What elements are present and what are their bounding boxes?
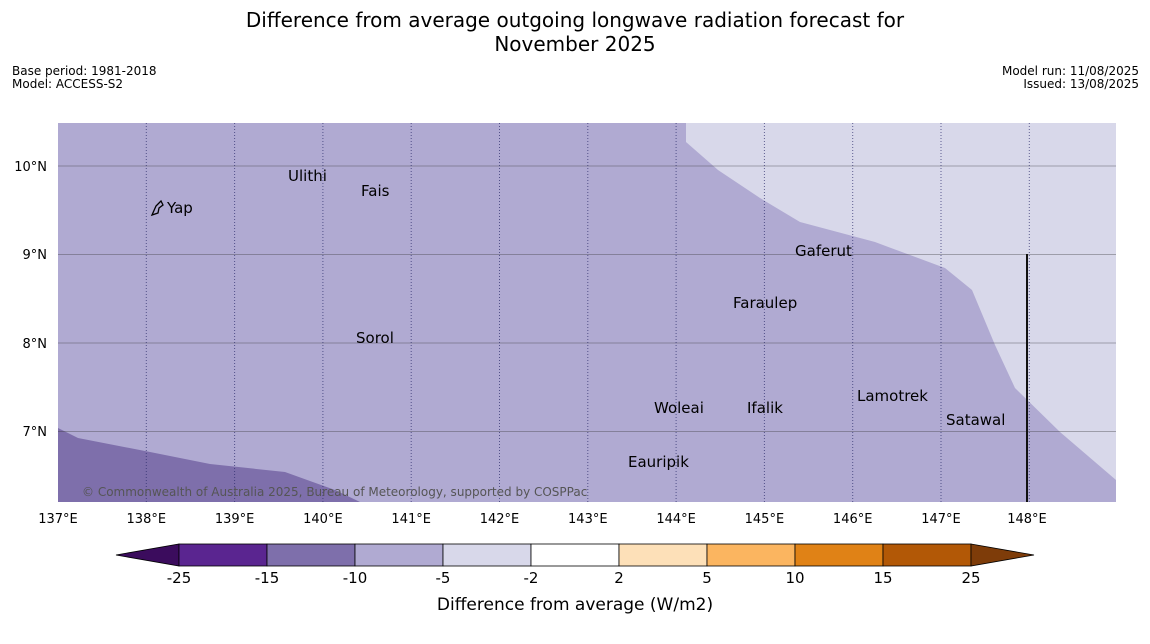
- map-title-line2: November 2025: [494, 32, 656, 56]
- colorbar-segment: [706, 543, 796, 567]
- lat-tick: 7°N: [23, 425, 48, 440]
- place-label: Fais: [361, 182, 390, 200]
- colorbar-tick: -25: [167, 569, 192, 587]
- colorbar-ticks: -25 -15 -10 -5 -2 2 5 10 15 25: [167, 569, 981, 587]
- colorbar-tick: -15: [255, 569, 280, 587]
- lon-tick: 139°E: [215, 512, 255, 527]
- colorbar-segment: [354, 543, 444, 567]
- colorbar-tick: 15: [873, 569, 892, 587]
- lon-tick: 145°E: [745, 512, 785, 527]
- lon-tick: 137°E: [38, 512, 78, 527]
- lon-tick: 138°E: [127, 512, 167, 527]
- lat-tick: 9°N: [23, 248, 48, 263]
- model-run: Model run: 11/08/2025: [1001, 64, 1139, 78]
- lon-ticks: 137°E 138°E 139°E 140°E 141°E 142°E 143°…: [38, 512, 1047, 527]
- lon-tick: 140°E: [303, 512, 343, 527]
- colorbar-segment: [794, 543, 884, 567]
- copyright-notice: © Commonwealth of Australia 2025, Bureau…: [82, 485, 587, 499]
- lat-ticks: 10°N 9°N 8°N 7°N: [14, 160, 47, 440]
- place-label: Sorol: [356, 329, 394, 347]
- colorbar-segment: [618, 543, 708, 567]
- map-title-line1: Difference from average outgoing longwav…: [245, 8, 905, 32]
- colorbar-tick: -2: [524, 569, 539, 587]
- colorbar: [115, 543, 1035, 567]
- colorbar-extend-high: [970, 543, 1035, 567]
- colorbar-tick: 2: [614, 569, 624, 587]
- colorbar-segment: [882, 543, 972, 567]
- issued-date: Issued: 13/08/2025: [1023, 77, 1139, 91]
- place-label: Eauripik: [628, 453, 689, 471]
- colorbar-segment: [530, 543, 620, 567]
- base-period: Base period: 1981-2018: [12, 64, 157, 78]
- colorbar-segment: [266, 543, 356, 567]
- colorbar-label: Difference from average (W/m2): [437, 595, 713, 615]
- lon-tick: 142°E: [480, 512, 520, 527]
- colorbar-tick: 25: [961, 569, 980, 587]
- place-label: Satawal: [946, 411, 1005, 429]
- place-label: Ulithi: [288, 167, 327, 185]
- lon-tick: 147°E: [921, 512, 961, 527]
- lon-tick: 141°E: [391, 512, 431, 527]
- yap-island-icon: [150, 199, 164, 217]
- place-label: Woleai: [654, 399, 704, 417]
- colorbar-tick: -5: [436, 569, 451, 587]
- colorbar-tick: 5: [702, 569, 712, 587]
- lat-tick: 8°N: [23, 337, 48, 352]
- lon-tick: 143°E: [568, 512, 608, 527]
- lon-tick: 144°E: [656, 512, 696, 527]
- lon-tick: 146°E: [833, 512, 873, 527]
- lon-tick: 148°E: [1007, 512, 1047, 527]
- place-label: Ifalik: [747, 399, 783, 417]
- place-label: Gaferut: [795, 242, 852, 260]
- colorbar-segment: [178, 543, 268, 567]
- colorbar-extend-low: [115, 543, 180, 567]
- band-minus5-minus2: [686, 123, 1116, 480]
- colorbar-tick: 10: [785, 569, 804, 587]
- band-minus15-minus10: [58, 428, 360, 502]
- place-labels: Yap Ulithi Fais Gaferut Faraulep Sorol L…: [166, 167, 1005, 471]
- place-label: Yap: [166, 199, 193, 217]
- lat-tick: 10°N: [14, 160, 47, 175]
- model-name: Model: ACCESS-S2: [12, 77, 124, 91]
- meridians: [145, 123, 1030, 502]
- colorbar-segment: [442, 543, 532, 567]
- place-label: Faraulep: [733, 294, 797, 312]
- place-label: Lamotrek: [857, 387, 928, 405]
- colorbar-tick: -10: [343, 569, 368, 587]
